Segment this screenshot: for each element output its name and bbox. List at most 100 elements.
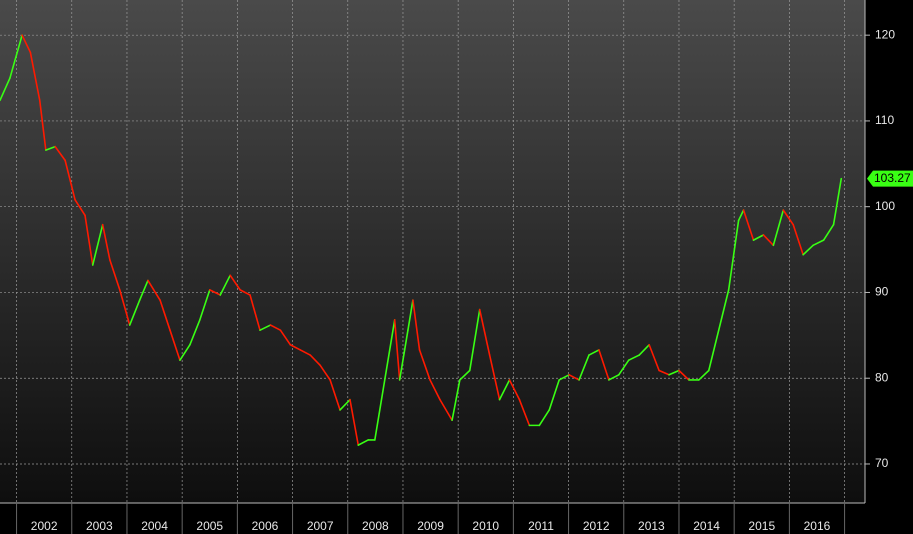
plot-area <box>0 0 865 503</box>
price-segment <box>309 354 321 367</box>
x-tick-label: 2006 <box>252 519 279 533</box>
price-segment <box>169 329 181 362</box>
price-segment <box>199 289 211 321</box>
x-tick-label: 2008 <box>362 519 389 533</box>
price-segment <box>289 343 302 351</box>
price-segment <box>9 34 23 79</box>
price-segment <box>147 279 161 301</box>
x-tick-label: 2015 <box>748 519 775 533</box>
price-segment <box>618 359 630 376</box>
price-segment <box>101 223 111 261</box>
x-tick-label: 2012 <box>583 519 610 533</box>
price-segment <box>488 354 501 401</box>
price-segment <box>772 209 785 247</box>
price-segment <box>21 34 32 54</box>
x-tick-label: 2002 <box>31 519 58 533</box>
price-segment <box>508 379 521 401</box>
price-segment <box>412 299 421 351</box>
price-segment <box>638 343 650 356</box>
price-segment <box>658 369 670 376</box>
price-segment <box>498 379 511 401</box>
x-tick-label: 2005 <box>196 519 223 533</box>
price-segment <box>269 324 282 331</box>
price-segment <box>802 244 814 256</box>
x-tick-label: 2013 <box>638 519 665 533</box>
price-segment <box>383 319 396 381</box>
price-segment <box>393 319 401 381</box>
price-segment <box>548 379 560 411</box>
price-segment <box>717 289 730 331</box>
y-tick-label: 120 <box>875 27 895 41</box>
price-segment <box>648 343 660 372</box>
price-segment <box>812 239 825 247</box>
price-segment <box>109 259 121 291</box>
price-segment <box>179 343 191 362</box>
price-segment <box>259 324 272 331</box>
price-segment <box>538 409 551 427</box>
y-tick-label: 90 <box>875 285 889 299</box>
price-segment <box>45 145 57 151</box>
price-segment <box>279 329 292 346</box>
price-segment <box>518 398 531 427</box>
price-segment <box>752 234 765 241</box>
price-segment <box>299 349 312 356</box>
price-segment <box>468 308 481 372</box>
price-segment <box>398 329 409 381</box>
price-segment <box>229 274 241 291</box>
price-segment <box>138 279 149 301</box>
x-tick-label: 2014 <box>693 519 720 533</box>
x-tick-label: 2009 <box>417 519 444 533</box>
price-segment <box>451 379 461 422</box>
price-segment <box>407 299 414 331</box>
y-tick-label: 80 <box>875 370 889 384</box>
price-segment <box>118 289 131 326</box>
y-tick-label: 110 <box>875 113 894 127</box>
price-segment <box>418 349 431 381</box>
x-tick-label: 2016 <box>804 519 831 533</box>
price-segment <box>239 289 251 296</box>
price-segment <box>189 319 201 346</box>
price-segment <box>737 209 745 222</box>
price-segment <box>219 274 231 296</box>
price-segment <box>249 294 261 331</box>
price-segment <box>91 223 104 266</box>
price-segment <box>439 398 453 422</box>
price-segment <box>38 99 47 151</box>
x-tick-label: 2010 <box>472 519 499 533</box>
y-tick-label: 100 <box>875 199 895 213</box>
price-segment <box>608 373 620 381</box>
last-value-label: 103.27 <box>874 171 911 185</box>
price-segment <box>349 398 360 446</box>
price-segment <box>822 223 835 241</box>
price-segment <box>159 299 171 331</box>
y-tick-label: 70 <box>875 456 889 470</box>
x-axis-strip <box>0 503 865 534</box>
x-tick-label: 2011 <box>528 519 554 533</box>
price-segment <box>742 209 755 241</box>
price-segment <box>782 209 795 226</box>
price-segment <box>64 159 76 201</box>
x-tick-label: 2003 <box>86 519 113 533</box>
y-axis-strip <box>865 0 913 534</box>
price-segment <box>598 349 610 381</box>
price-segment <box>429 379 441 401</box>
price-segment <box>727 219 740 291</box>
price-segment <box>128 299 141 326</box>
price-segment <box>668 369 680 376</box>
price-segment <box>568 373 580 381</box>
price-segment <box>0 77 11 102</box>
price-segment <box>54 145 66 162</box>
price-segment <box>374 379 386 441</box>
price-segment <box>339 398 351 411</box>
price-segment <box>357 439 369 446</box>
price-segment <box>84 214 94 266</box>
price-segment <box>208 289 222 296</box>
x-tick-label: 2007 <box>307 519 334 533</box>
price-segment <box>792 223 804 256</box>
last-value-box <box>867 170 913 187</box>
price-segment <box>578 354 590 381</box>
price-segment <box>29 51 41 102</box>
price-segment <box>762 234 775 247</box>
price-segment <box>832 177 843 226</box>
price-segment <box>627 354 641 362</box>
